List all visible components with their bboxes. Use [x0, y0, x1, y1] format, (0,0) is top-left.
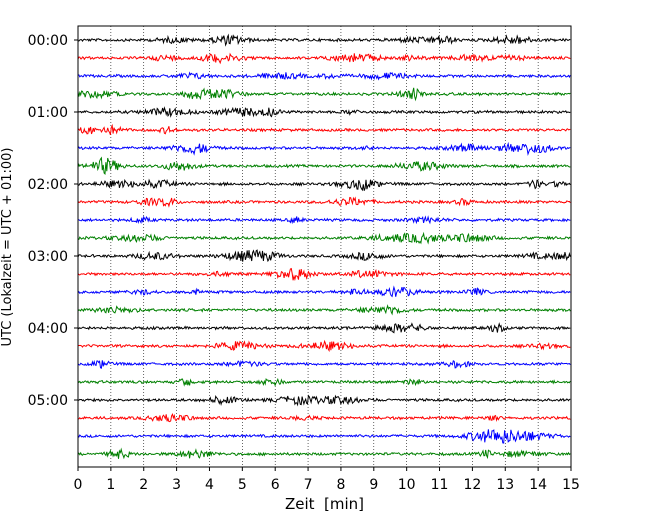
x-tick-label: 15: [562, 477, 580, 493]
y-tick-label: 00:00: [28, 33, 68, 49]
x-axis-label: Zeit [min]: [285, 495, 364, 513]
seismogram-trace: [77, 33, 571, 47]
x-tick-label: 10: [398, 477, 416, 493]
seismogram-trace: [77, 377, 571, 387]
seismogram-trace: [77, 339, 571, 353]
seismogram-traces: [77, 33, 571, 460]
y-axis-label: UTC (Lokalzeit = UTC + 01:00): [0, 148, 15, 347]
seismogram-trace: [77, 156, 571, 175]
x-tick-label: 9: [369, 477, 378, 493]
seismogram-trace: [77, 412, 571, 423]
y-tick-label: 01:00: [28, 105, 68, 121]
seismogram-trace: [77, 196, 571, 208]
x-tick-label: 13: [496, 477, 514, 493]
x-tick-label: 12: [463, 477, 481, 493]
seismogram-trace: [77, 429, 571, 444]
seismogram-trace: [77, 52, 571, 65]
seismogram-trace: [77, 87, 571, 102]
x-tick-label: 5: [238, 477, 247, 493]
seismogram-trace: [77, 249, 571, 263]
x-tick-label: 1: [106, 477, 115, 493]
x-tick-label: 14: [529, 477, 547, 493]
x-tick-label: 8: [336, 477, 345, 493]
x-tick-label: 11: [431, 477, 449, 493]
plot-frame: [77, 25, 572, 468]
seismogram-trace: [77, 106, 571, 118]
seismogram-trace: [77, 231, 571, 245]
x-tick-label: 7: [304, 477, 313, 493]
x-tick-label: 3: [172, 477, 181, 493]
seismogram-trace: [77, 447, 571, 460]
y-axis-ticks: 00:00 01:00 02:00 03:00 04:00 05:00: [28, 33, 78, 409]
seismogram-trace: [77, 123, 571, 135]
seismogram-trace: [77, 215, 571, 225]
plot-background: [78, 26, 571, 467]
seismogram-trace: [77, 304, 571, 316]
x-tick-label: 0: [74, 477, 83, 493]
seismogram-trace: [77, 285, 571, 298]
seismogram-trace: [77, 267, 571, 282]
x-axis-ticks: 0 1 2 3 4 5 6 7 8 9 10 11 12 13 14 15: [74, 467, 580, 493]
y-tick-label: 05:00: [28, 393, 68, 409]
seismogram-trace: [77, 141, 571, 157]
seismogram-trace: [77, 71, 571, 81]
seismogram-trace: [77, 178, 571, 192]
seismogram-trace: [77, 394, 571, 407]
x-tick-label: 6: [271, 477, 280, 493]
x-tick-label: 4: [205, 477, 214, 493]
y-tick-label: 04:00: [28, 321, 68, 337]
y-tick-label: 02:00: [28, 177, 68, 193]
x-tick-label: 2: [139, 477, 148, 493]
seismogram-trace: [77, 322, 571, 334]
y-tick-label: 03:00: [28, 249, 68, 265]
seismogram-trace: [77, 359, 571, 369]
